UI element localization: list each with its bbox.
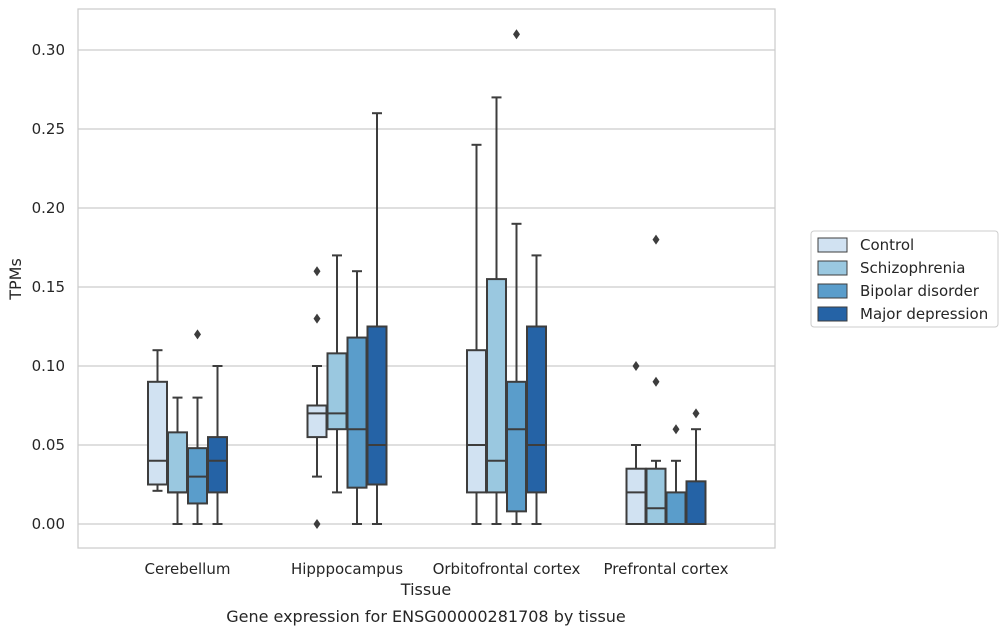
- box-iqr: [526, 325, 547, 494]
- outlier-marker: [692, 408, 700, 419]
- legend-swatch: [817, 237, 848, 253]
- box-iqr: [346, 336, 368, 489]
- y-tick-label: 0.00: [32, 515, 65, 533]
- y-tick-label: 0.20: [32, 199, 65, 217]
- box-control: [147, 349, 168, 492]
- box-iqr: [625, 467, 647, 526]
- box-control: [306, 266, 328, 529]
- outlier-marker: [672, 424, 680, 435]
- y-tick-label: 0.10: [32, 357, 65, 375]
- box-iqr: [306, 404, 328, 439]
- x-axis-label: Tissue: [400, 580, 451, 599]
- x-tick-label: Hipppocampus: [291, 560, 403, 578]
- box-iqr: [147, 380, 168, 486]
- x-tick-labels: Cerebellum Hipppocampus Orbitofrontal cort…: [145, 560, 729, 578]
- box-major-depression: [207, 365, 228, 525]
- legend-frame: [810, 230, 999, 328]
- box-control: [625, 361, 647, 526]
- box-iqr: [207, 436, 228, 494]
- y-tick-label: 0.25: [32, 120, 65, 138]
- legend: Control Schizophrenia Bipolar disorder Majo…: [810, 230, 999, 328]
- box-iqr: [167, 431, 188, 494]
- box-iqr: [326, 352, 348, 431]
- outlier-marker: [313, 313, 321, 324]
- y-tick-label: 0.30: [32, 41, 65, 59]
- outlier-marker: [632, 361, 640, 371]
- box-iqr: [645, 467, 667, 526]
- chart-caption: Gene expression for ENSG00000281708 by t…: [226, 607, 626, 626]
- boxes: [147, 29, 707, 529]
- box-bipolar-disorder: [506, 29, 527, 525]
- outlier-marker: [313, 266, 321, 277]
- outlier-marker: [513, 29, 520, 40]
- legend-label: Bipolar disorder: [860, 282, 980, 300]
- x-tick-label: Cerebellum: [145, 560, 231, 578]
- y-tick-label: 0.05: [32, 436, 65, 454]
- legend-label: Schizophrenia: [860, 259, 965, 277]
- outlier-marker: [652, 234, 660, 245]
- box-major-depression: [526, 254, 547, 525]
- box-iqr: [466, 349, 487, 494]
- outlier-marker: [194, 329, 201, 340]
- plot-frame: [77, 8, 776, 549]
- legend-swatch: [817, 283, 848, 299]
- outlier-marker: [652, 376, 660, 387]
- legend-label: Major depression: [860, 305, 988, 323]
- legend-label: Control: [860, 236, 914, 254]
- box-major-depression: [366, 112, 388, 525]
- y-axis-label: TPMs: [6, 258, 25, 301]
- legend-swatch: [817, 306, 848, 322]
- box-iqr: [685, 480, 707, 525]
- y-tick-label: 0.15: [32, 278, 65, 296]
- legend-swatch: [817, 260, 848, 276]
- outlier-marker: [313, 519, 321, 529]
- box-iqr: [665, 491, 687, 525]
- y-tick-labels: 0.00 0.05 0.10 0.15 0.20 0.25 0.30: [32, 41, 65, 533]
- x-tick-label: Orbitofrontal cortex: [433, 560, 581, 578]
- box-iqr: [366, 325, 388, 486]
- box-major-depression: [685, 408, 707, 525]
- box-iqr: [506, 380, 527, 513]
- x-tick-label: Prefrontal cortex: [604, 560, 729, 578]
